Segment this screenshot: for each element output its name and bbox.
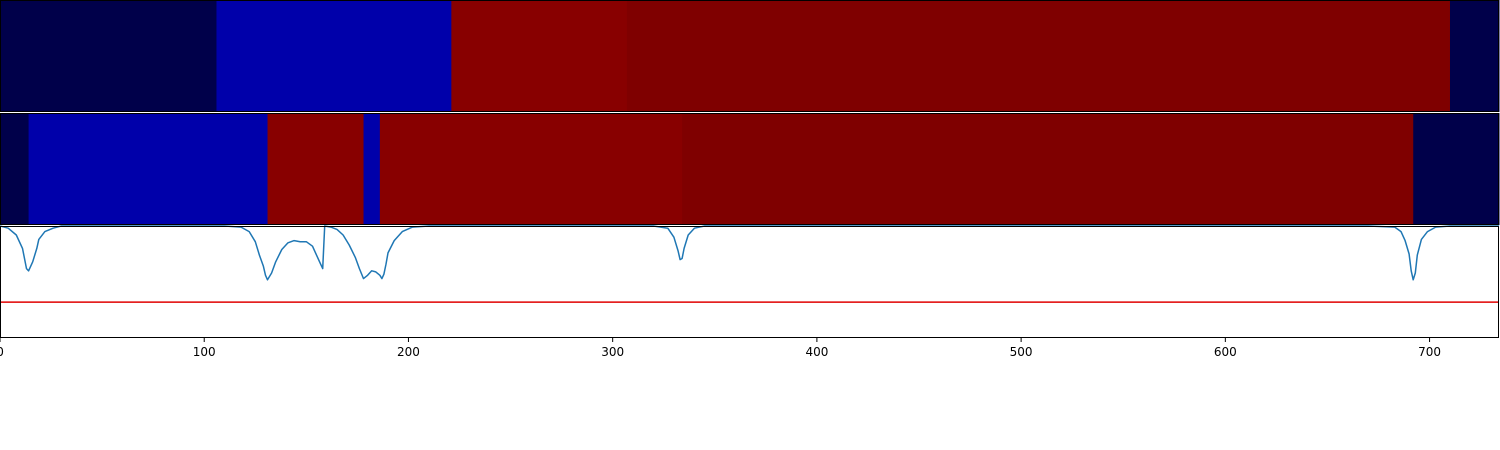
x-tick-label-0: 0 — [0, 345, 4, 359]
x-tick-label-7: 700 — [1418, 345, 1441, 359]
heatmap-row-0 — [0, 0, 1500, 112]
heatmap-row-1 — [0, 113, 1500, 225]
heatmap-segment-0-1 — [216, 0, 452, 112]
heatmap-segment-1-0 — [0, 113, 30, 225]
x-tick-label-2: 200 — [397, 345, 420, 359]
heatmap-segment-0-0 — [0, 0, 217, 112]
x-tick-label-6: 600 — [1214, 345, 1237, 359]
heatmap-segment-1-2 — [267, 113, 365, 225]
x-tick-label-4: 400 — [805, 345, 828, 359]
heatmap-segment-1-3 — [363, 113, 381, 225]
heatmap-segment-1-6 — [1413, 113, 1500, 225]
heatmap-segment-0-4 — [1449, 0, 1500, 112]
line-plot-panel — [0, 225, 1499, 338]
x-tick-label-5: 500 — [1010, 345, 1033, 359]
heatmap-segment-0-2 — [451, 0, 628, 112]
heatmap-segment-1-4 — [379, 113, 683, 225]
panel-frame-1 — [0, 113, 1499, 225]
heatmap-segment-1-5 — [682, 113, 1414, 225]
axes-frames — [0, 0, 1499, 338]
panel-frame-0 — [0, 0, 1499, 112]
panel-frame-2 — [0, 226, 1499, 338]
heatmap-segment-0-3 — [626, 0, 1451, 112]
x-tick-label-1: 100 — [193, 345, 216, 359]
x-tick-label-3: 300 — [601, 345, 624, 359]
line-plot-background — [0, 226, 1499, 338]
x-axis: 0 100 200 300 400 500 600 700 — [0, 338, 1441, 359]
heatmap-segment-1-1 — [28, 113, 269, 225]
